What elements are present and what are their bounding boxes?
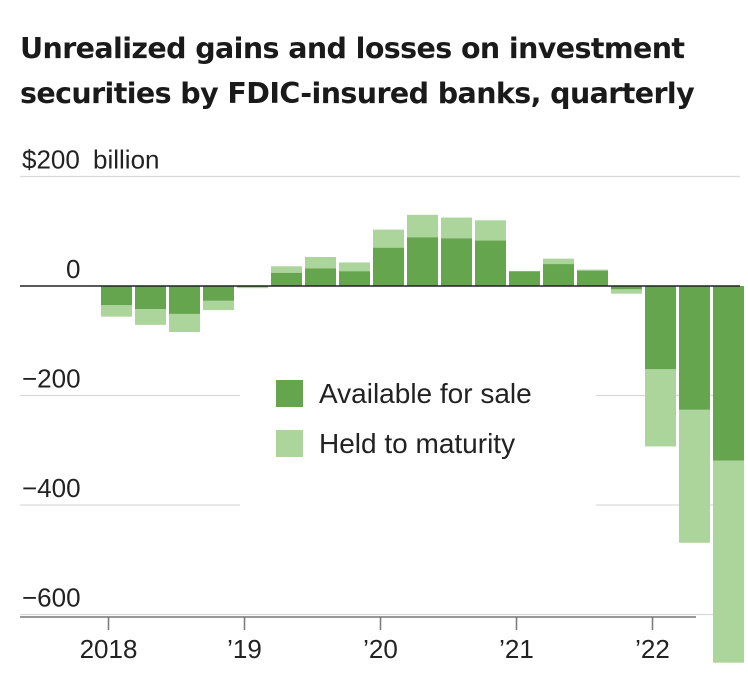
bar-held-to-maturity bbox=[169, 313, 200, 332]
bar-available-for-sale bbox=[441, 238, 472, 286]
bar-held-to-maturity bbox=[305, 256, 336, 269]
bar-available-for-sale bbox=[543, 264, 574, 286]
bar-available-for-sale bbox=[169, 286, 200, 314]
bar-held-to-maturity bbox=[339, 262, 370, 272]
bar-held-to-maturity bbox=[135, 308, 166, 325]
x-axis-ticks: 2018 ’19 ’20 ’21 ’22 bbox=[80, 617, 670, 664]
legend: Available for sale Held to maturity bbox=[276, 378, 532, 459]
bar-available-for-sale bbox=[271, 272, 302, 286]
bar-available-for-sale bbox=[645, 286, 676, 370]
bar-held-to-maturity bbox=[441, 217, 472, 239]
y-tick-label: $200 bbox=[22, 145, 80, 175]
bar-held-to-maturity bbox=[611, 289, 642, 294]
x-tick-label: ’20 bbox=[363, 634, 398, 664]
x-tick-label: ’22 bbox=[635, 634, 670, 664]
bar-held-to-maturity bbox=[475, 220, 506, 241]
legend-swatch bbox=[276, 430, 303, 457]
x-tick-label: ’19 bbox=[227, 634, 262, 664]
bar-available-for-sale bbox=[475, 240, 506, 286]
bar-available-for-sale bbox=[611, 286, 642, 290]
legend-label: Held to maturity bbox=[319, 428, 515, 459]
bar-held-to-maturity bbox=[373, 229, 404, 248]
y-tick-label: −400 bbox=[22, 473, 81, 503]
bar-available-for-sale bbox=[305, 268, 336, 286]
bar-available-for-sale bbox=[679, 286, 710, 410]
bar-available-for-sale bbox=[509, 271, 540, 286]
bar-available-for-sale bbox=[101, 286, 132, 306]
bar-held-to-maturity bbox=[101, 305, 132, 317]
bar-available-for-sale bbox=[339, 271, 370, 286]
x-tick-label: 2018 bbox=[80, 634, 138, 664]
bar-available-for-sale bbox=[577, 270, 608, 286]
bars bbox=[101, 214, 744, 663]
bar-held-to-maturity bbox=[645, 369, 676, 447]
y-axis-labels: $200 billion 0 −200 −400 −600 bbox=[22, 145, 160, 613]
bar-available-for-sale bbox=[373, 247, 404, 286]
bar-available-for-sale bbox=[407, 237, 438, 286]
bar-available-for-sale bbox=[203, 286, 234, 301]
x-tick-label: ’21 bbox=[499, 634, 534, 664]
bar-held-to-maturity bbox=[713, 460, 744, 663]
bar-held-to-maturity bbox=[203, 300, 234, 311]
chart-title: Unrealized gains and losses on investmen… bbox=[20, 32, 695, 110]
legend-swatch bbox=[276, 380, 303, 407]
y-tick-label: −600 bbox=[22, 583, 81, 613]
bar-held-to-maturity bbox=[271, 266, 302, 273]
bar-held-to-maturity bbox=[577, 269, 608, 271]
bar-held-to-maturity bbox=[237, 287, 268, 289]
y-tick-label: 0 bbox=[66, 254, 80, 284]
bar-held-to-maturity bbox=[407, 214, 438, 238]
legend-label: Available for sale bbox=[319, 378, 532, 409]
y-tick-label: −200 bbox=[22, 364, 81, 394]
y-unit-label: billion bbox=[93, 145, 160, 175]
bar-available-for-sale bbox=[713, 286, 744, 461]
bar-held-to-maturity bbox=[543, 258, 574, 265]
bar-held-to-maturity bbox=[679, 409, 710, 543]
bar-available-for-sale bbox=[135, 286, 166, 309]
